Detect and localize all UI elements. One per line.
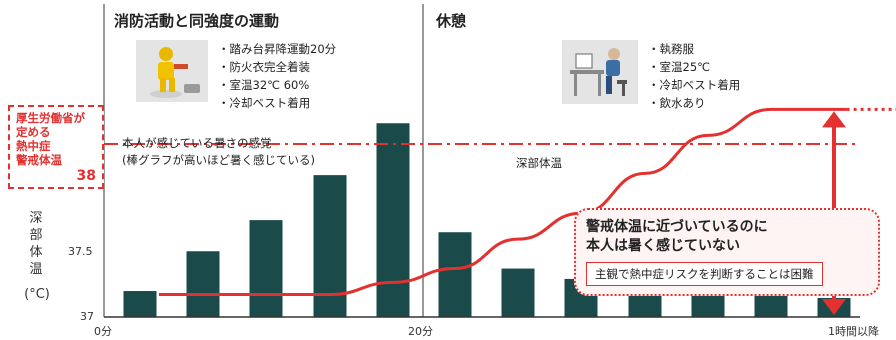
line-annotation: 深部体温 [516, 156, 562, 170]
bars-annotation-line: 本人が感じている暑さの感覚 [122, 136, 272, 150]
threshold-label-line: 熱中症 [16, 139, 51, 153]
phase-title-rest: 休憩 [436, 12, 467, 30]
threshold-label-line: 定める [16, 125, 51, 139]
threshold-label-line: 警戒体温 [16, 153, 62, 167]
y-axis-label-char: 部 [29, 228, 43, 243]
x-tick-label: 0分 [94, 325, 112, 338]
bars-annotation: 本人が感じている暑さの感覚 (棒グラフが高いほど暑く感じている) [122, 135, 315, 169]
y-axis-label-char: 温 [29, 262, 43, 277]
condition-item: 室温25℃ [648, 58, 740, 76]
phase-title-exercise: 消防活動と同強度の運動 [114, 12, 280, 30]
y-axis-label: 深 部 体 温 [24, 210, 48, 278]
callout-line: 警戒体温に近づいているのに [586, 219, 768, 235]
threshold-label-box: 厚生労働省が 定める 熱中症 警戒体温 38 [8, 105, 104, 189]
y-axis-label-char: 深 [29, 211, 43, 226]
bar [754, 292, 788, 317]
x-tick-label: 1時間以降 [828, 325, 879, 338]
condition-item: 室温32℃ 60% [218, 76, 336, 94]
condition-item: 踏み台昇降運動20分 [218, 40, 337, 58]
exercise-conditions: 踏み台昇降運動20分 防火衣完全着装 室温32℃ 60% 冷却ベスト着用 [218, 40, 337, 112]
callout-sub: 主観で熱中症リスクを判断することは困難 [586, 262, 823, 286]
bar [186, 251, 220, 317]
temperature-line [158, 107, 896, 297]
condition-item: 冷却ベスト着用 [648, 76, 741, 94]
gap-arrow-head-down [822, 299, 846, 315]
condition-item: 執務服 [648, 40, 740, 58]
bar [376, 123, 410, 318]
temperature-curve [158, 107, 847, 297]
bars-annotation-line: (棒グラフが高いほど暑く感じている) [122, 153, 315, 167]
bar [501, 268, 535, 317]
x-tick-label: 20分 [408, 325, 433, 338]
callout-line: 本人は暑く感じていない [586, 238, 740, 254]
bar [249, 220, 283, 317]
phase-dividers [103, 4, 424, 317]
condition-item: 防火衣完全着装 [218, 58, 336, 76]
y-tick-label: 37.5 [68, 245, 93, 258]
firefighter-icon [136, 40, 208, 102]
desk-worker-icon [562, 40, 638, 104]
condition-item: 冷却ベスト着用 [218, 94, 336, 112]
y-tick-label: 37 [80, 310, 94, 323]
condition-item: 飲水あり [648, 94, 740, 112]
threshold-label-line: 厚生労働省が [16, 111, 85, 125]
y-axis-unit: (°C) [24, 287, 50, 302]
warning-callout: 警戒体温に近づいているのに 本人は暑く感じていない 主観で熱中症リスクを判断する… [574, 208, 880, 296]
y-axis-label-char: 体 [29, 245, 43, 260]
bar [123, 291, 157, 317]
rest-conditions: 執務服 室温25℃ 冷却ベスト着用 飲水あり [648, 40, 741, 112]
gap-arrow-head-up [822, 111, 846, 128]
threshold-value: 38 [76, 168, 96, 184]
bar [438, 232, 472, 317]
